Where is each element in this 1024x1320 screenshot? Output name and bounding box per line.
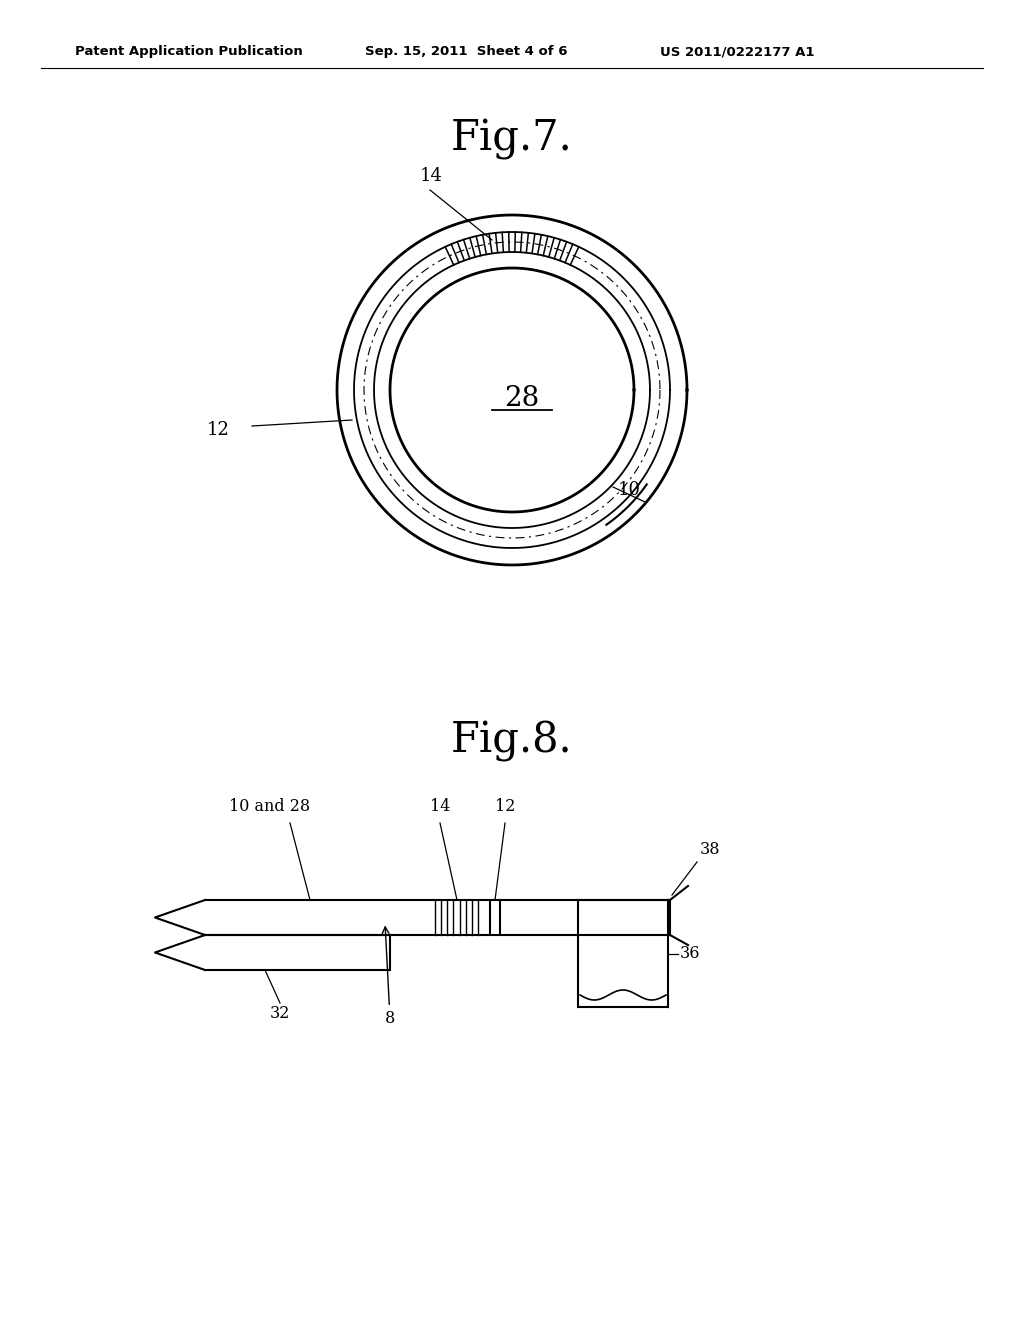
Text: 38: 38 <box>700 841 721 858</box>
Text: 32: 32 <box>269 1005 290 1022</box>
Text: US 2011/0222177 A1: US 2011/0222177 A1 <box>660 45 814 58</box>
Text: 28: 28 <box>505 384 540 412</box>
Text: 10: 10 <box>618 480 641 499</box>
Text: Patent Application Publication: Patent Application Publication <box>75 45 303 58</box>
Text: Fig.8.: Fig.8. <box>452 719 572 762</box>
Text: 10 and 28: 10 and 28 <box>229 799 310 814</box>
Text: Sep. 15, 2011  Sheet 4 of 6: Sep. 15, 2011 Sheet 4 of 6 <box>365 45 567 58</box>
Text: 8: 8 <box>382 927 395 1027</box>
Text: Fig.7.: Fig.7. <box>452 117 572 160</box>
Text: 12: 12 <box>207 421 230 440</box>
Text: 12: 12 <box>495 799 515 814</box>
Text: 14: 14 <box>420 168 442 185</box>
Text: 36: 36 <box>680 945 700 962</box>
Text: 14: 14 <box>430 799 451 814</box>
